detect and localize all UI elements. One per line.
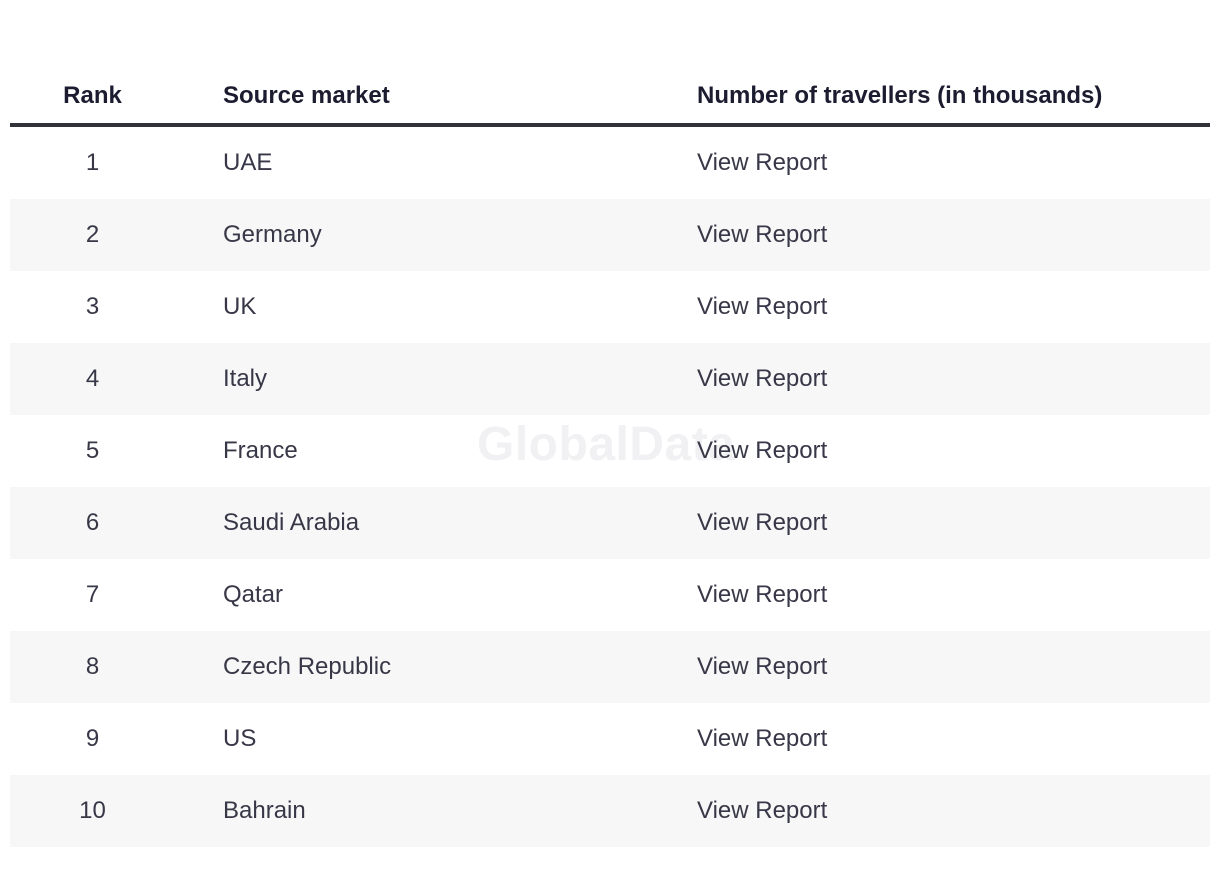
view-report-link[interactable]: View Report <box>697 797 828 824</box>
market-cell: UK <box>223 293 257 320</box>
rank-cell: 2 <box>85 221 100 248</box>
rank-cell: 6 <box>85 509 100 536</box>
table-body: 1 UAE View Report 2 Germany View Report … <box>10 127 1210 847</box>
market-cell: Qatar <box>223 581 284 608</box>
view-report-link[interactable]: View Report <box>697 653 828 680</box>
table-row: 6 Saudi Arabia View Report <box>10 487 1210 559</box>
table-row: 4 Italy View Report <box>10 343 1210 415</box>
rank-cell: 10 <box>79 797 106 824</box>
table-row: 7 Qatar View Report <box>10 559 1210 631</box>
column-header-rank: Rank <box>63 81 122 109</box>
table-row: 2 Germany View Report <box>10 199 1210 271</box>
rank-cell: 1 <box>85 149 100 176</box>
rank-cell: 5 <box>85 437 100 464</box>
table-row: 10 Bahrain View Report <box>10 775 1210 847</box>
table-row: 9 US View Report <box>10 703 1210 775</box>
table-row: 8 Czech Republic View Report <box>10 631 1210 703</box>
rank-cell: 4 <box>85 365 100 392</box>
market-cell: Saudi Arabia <box>223 509 360 536</box>
view-report-link[interactable]: View Report <box>697 221 828 248</box>
market-cell: Italy <box>223 365 268 392</box>
market-cell: US <box>223 725 257 752</box>
market-cell: Germany <box>223 221 322 248</box>
table-row: 5 France View Report <box>10 415 1210 487</box>
top-source-markets-table: Rank Source market Number of travellers … <box>10 0 1210 847</box>
rank-cell: 8 <box>85 653 100 680</box>
market-cell: Bahrain <box>223 797 306 824</box>
view-report-link[interactable]: View Report <box>697 437 828 464</box>
view-report-link[interactable]: View Report <box>697 581 828 608</box>
column-header-travellers: Number of travellers (in thousands) <box>697 81 1103 109</box>
rank-cell: 9 <box>85 725 100 752</box>
table-header-row: Rank Source market Number of travellers … <box>10 0 1210 127</box>
view-report-link[interactable]: View Report <box>697 149 828 176</box>
rank-cell: 3 <box>85 293 100 320</box>
market-cell: Czech Republic <box>223 653 392 680</box>
table-row: 3 UK View Report <box>10 271 1210 343</box>
market-cell: France <box>223 437 298 464</box>
view-report-link[interactable]: View Report <box>697 509 828 536</box>
rank-cell: 7 <box>85 581 100 608</box>
market-cell: UAE <box>223 149 273 176</box>
table-row: 1 UAE View Report <box>10 127 1210 199</box>
view-report-link[interactable]: View Report <box>697 725 828 752</box>
column-header-source-market: Source market <box>223 81 390 109</box>
view-report-link[interactable]: View Report <box>697 293 828 320</box>
view-report-link[interactable]: View Report <box>697 365 828 392</box>
